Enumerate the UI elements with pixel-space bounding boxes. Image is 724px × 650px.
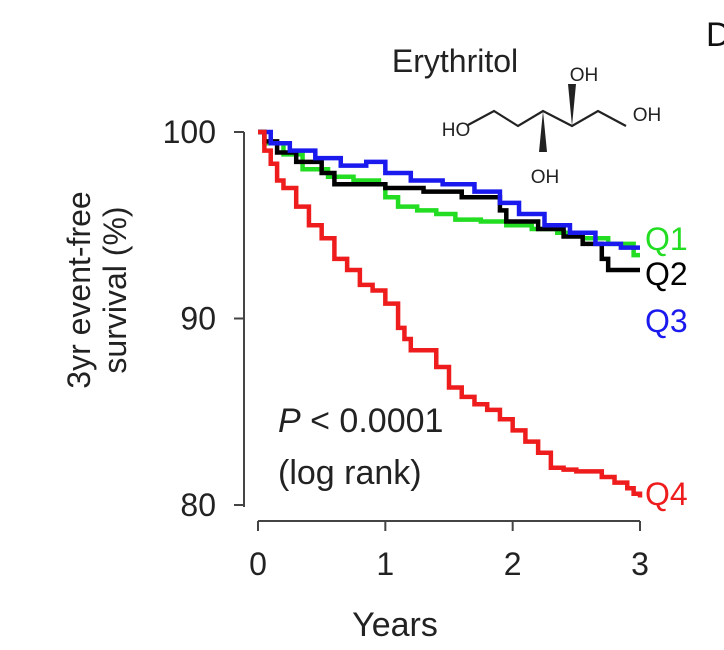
series-line-q2 xyxy=(258,129,640,273)
y-axis-label: 3yr event-free survival (%) xyxy=(61,191,133,388)
y-axis-label-line2: survival (%) xyxy=(97,206,133,373)
pvalue-text: P < 0.0001 xyxy=(278,402,443,440)
panel-letter: D xyxy=(706,16,724,54)
x-tick-label: 3 xyxy=(631,546,649,582)
series-line-q4 xyxy=(258,129,643,498)
series-label-q1: Q1 xyxy=(645,221,688,257)
x-tick-label: 1 xyxy=(376,546,394,582)
x-ticks: 0 1 2 3 xyxy=(249,521,649,582)
series-line-q3 xyxy=(258,129,640,250)
y-tick-label: 80 xyxy=(180,487,216,523)
series-label-q4: Q4 xyxy=(645,476,688,512)
axes: 80 90 100 0 1 2 3 xyxy=(163,114,649,582)
y-tick-label: 90 xyxy=(180,301,216,337)
pvalue-italic-p: P xyxy=(278,402,301,440)
x-axis-label: Years xyxy=(352,606,438,644)
pvalue-annotation: P < 0.0001 (log rank) xyxy=(278,402,443,492)
series-label-q2: Q2 xyxy=(645,256,688,292)
erythritol-structure: Erythritol HO OH OH OH xyxy=(392,43,661,188)
molecule-name: Erythritol xyxy=(392,43,518,79)
y-tick-label: 100 xyxy=(163,114,216,150)
label-ho-left: HO xyxy=(442,120,471,141)
wedge-bond-top xyxy=(568,84,576,126)
carbon-chain xyxy=(467,109,627,128)
series-label-q3: Q3 xyxy=(645,303,688,339)
wedge-bond-bottom xyxy=(539,111,547,152)
series-lines xyxy=(258,129,643,498)
label-oh-top: OH xyxy=(570,65,599,86)
pvalue-value: < 0.0001 xyxy=(301,402,444,440)
test-name-text: (log rank) xyxy=(278,454,422,492)
label-oh-right: OH xyxy=(633,105,662,126)
y-ticks: 80 90 100 xyxy=(163,114,244,523)
y-axis-label-line1: 3yr event-free xyxy=(61,191,97,388)
x-tick-label: 2 xyxy=(504,546,522,582)
label-oh-bottom: OH xyxy=(531,167,560,188)
x-tick-label: 0 xyxy=(249,546,267,582)
